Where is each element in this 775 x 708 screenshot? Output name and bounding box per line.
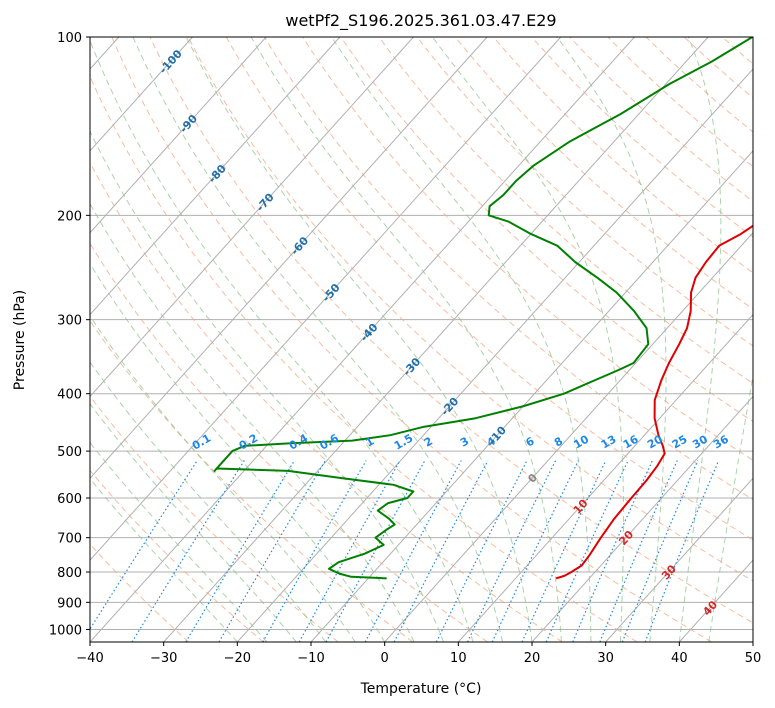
dry-adiabat-line xyxy=(187,37,753,582)
isotherm-line xyxy=(90,37,635,642)
chart-title: wetPf2_S196.2025.361.03.47.E29 xyxy=(285,11,556,31)
x-tick-label: −40 xyxy=(76,651,103,666)
dry-adiabat-line xyxy=(454,37,753,310)
x-tick-label: −30 xyxy=(150,651,177,666)
moist-adiabat-line xyxy=(250,37,562,642)
moist-adiabat-line xyxy=(132,37,504,642)
y-tick-label: 500 xyxy=(57,445,82,460)
mixing-ratio-line xyxy=(644,460,720,642)
moist-adiabat-line xyxy=(90,403,297,642)
moist-adiabat-line xyxy=(90,130,445,642)
y-tick-label: 800 xyxy=(57,566,82,581)
x-tick-label: 0 xyxy=(381,651,389,666)
y-tick-label: 100 xyxy=(57,31,82,46)
dry-adiabat-line xyxy=(378,37,753,385)
dry-adiabat-line xyxy=(225,37,753,541)
moist-adiabat-line xyxy=(678,37,722,642)
x-tick-label: −20 xyxy=(224,651,251,666)
mixing-ratio-line xyxy=(466,460,557,642)
dry-adiabat-line xyxy=(90,395,339,642)
isotherm-line xyxy=(90,37,488,480)
dewpoint-profile-line xyxy=(213,37,753,580)
dry-adiabat-line xyxy=(111,37,712,642)
x-tick-label: 50 xyxy=(745,651,762,666)
dry-adiabat-line xyxy=(264,37,753,501)
isotherm-line xyxy=(310,150,753,642)
y-tick-label: 700 xyxy=(57,532,82,547)
y-tick-label: 400 xyxy=(57,388,82,403)
moist-adiabat-line xyxy=(90,315,356,642)
moist-adiabat-line xyxy=(185,37,533,642)
y-axis-title: Pressure (hPa) xyxy=(12,290,28,390)
x-tick-label: 40 xyxy=(671,651,688,666)
mixing-ratio-line xyxy=(545,460,629,642)
mixing-ratio-line xyxy=(185,460,295,642)
y-axis: 100 200 300 400 500 600 700 800 900 1000 xyxy=(49,31,90,638)
isotherm-line xyxy=(90,37,562,561)
isotherm-line xyxy=(90,37,341,316)
mixing-ratio-line xyxy=(521,460,607,642)
isotherm-line xyxy=(90,37,414,398)
isotherm-line xyxy=(236,68,753,642)
y-tick-label: 300 xyxy=(57,314,82,329)
x-tick-label: −10 xyxy=(297,651,324,666)
moist-adiabat-line xyxy=(556,37,667,642)
temperature-profile-line xyxy=(555,224,753,580)
y-tick-label: 1000 xyxy=(49,623,82,638)
moist-adiabat-line xyxy=(90,361,327,642)
x-tick-label: 30 xyxy=(597,651,614,666)
isotherm-line xyxy=(605,477,753,642)
isotherm-layer xyxy=(90,37,753,642)
y-tick-label: 200 xyxy=(57,209,82,224)
moist-adiabat-line xyxy=(331,37,592,642)
dry-adiabat-line xyxy=(149,37,753,624)
mixing-ratio-line xyxy=(491,460,579,642)
dry-adiabat-line xyxy=(90,320,414,642)
x-tick-label: 20 xyxy=(524,651,541,666)
moist-adiabat-line xyxy=(90,202,415,642)
isotherm-line xyxy=(90,37,193,152)
mixing-ratio-line xyxy=(599,460,678,642)
isotherm-line xyxy=(531,395,753,642)
mixing-ratio-line xyxy=(621,460,699,642)
dry-adiabat-line xyxy=(416,37,753,347)
mixing-ratio-line xyxy=(262,460,367,642)
moist-adiabat-line xyxy=(90,39,474,642)
y-tick-label: 900 xyxy=(57,596,82,611)
dry-adiabat-line xyxy=(340,37,753,423)
moist-adiabat-line xyxy=(708,373,753,642)
dry-adiabat-line xyxy=(493,37,753,274)
plot-frame xyxy=(89,36,754,643)
dry-adiabat-line xyxy=(90,161,563,642)
moist-adiabat-line xyxy=(90,262,386,642)
isotherm-line xyxy=(384,231,753,642)
mixing-ratio-line xyxy=(218,460,326,642)
isotherm-line xyxy=(90,37,267,234)
x-tick-label: 10 xyxy=(450,651,467,666)
x-axis-title: Temperature (°C) xyxy=(360,681,482,697)
y-tick-label: 600 xyxy=(57,492,82,507)
series-layer xyxy=(213,37,753,580)
dry-adiabat-line xyxy=(607,37,753,168)
mixing-ratio-line xyxy=(435,460,528,642)
dry-adiabat-line xyxy=(90,242,488,642)
x-axis: −40 −30 −20 −10 0 10 20 30 40 50 xyxy=(76,642,761,666)
isotherm-line xyxy=(163,37,709,642)
isotherm-line xyxy=(457,313,753,642)
dry-adiabat-line xyxy=(90,75,638,642)
mixing-ratio-line xyxy=(298,460,401,642)
